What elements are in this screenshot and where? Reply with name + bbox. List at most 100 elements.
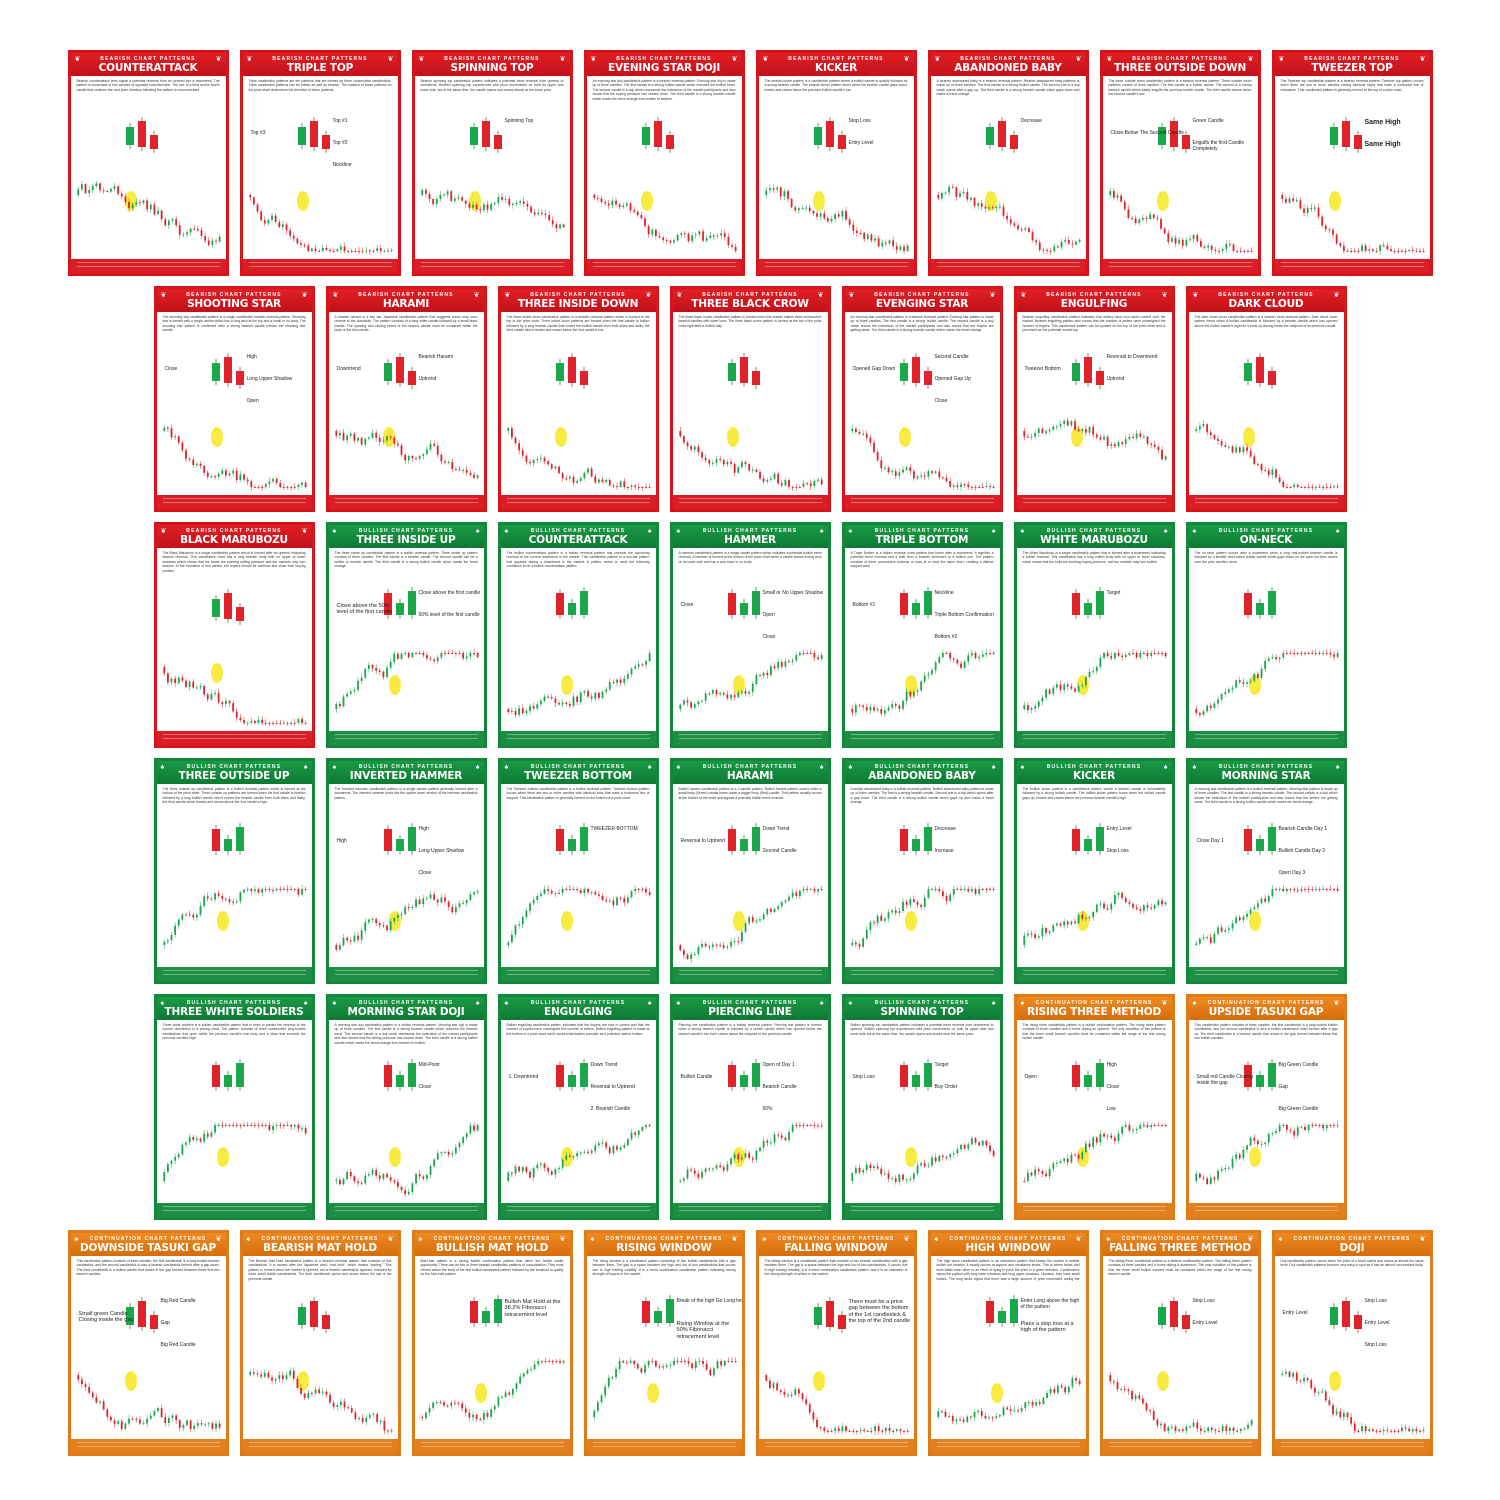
annotation-label: Gap [160, 1320, 170, 1326]
candlestick-chart [592, 117, 737, 253]
pattern-description: Bearish engulfing candlestick pattern in… [1022, 315, 1166, 333]
pattern-title: RISING WINDOW [616, 1242, 712, 1254]
pattern-illustration: Neckline Triple Bottom Confirmation Bottom… [845, 573, 1000, 731]
category-label: BULLISH CHART PATTERNS [358, 1000, 454, 1006]
category-label: BULLISH CHART PATTERNS [530, 1000, 626, 1006]
pattern-illustration [587, 101, 742, 259]
pattern-title: ON-NECK [1239, 534, 1293, 546]
annotation-label: Top #3 [250, 130, 266, 136]
pattern-illustration: High Long Upper Shadow Close Open [157, 337, 312, 495]
card-footer [156, 731, 312, 745]
card-header: ❦ BEARISH CHART PATTERNS ABANDONED BABY … [930, 53, 1086, 76]
card-header: ♠ BULLISH CHART PATTERNS SPINNING TOP ♠ [844, 997, 1000, 1020]
annotation-label: 50% level of the first candle [418, 612, 480, 618]
card-footer [328, 967, 484, 981]
pattern-title: THREE WHITE SOLDIERS [164, 1006, 304, 1018]
bull-bear-icon: ♠ [590, 1236, 595, 1243]
card-header: ♠ CONTINUATION CHART PATTERNS HIGH WINDO… [930, 1233, 1086, 1256]
pattern-description: Piercing line candlestick pattern is a b… [678, 1023, 822, 1036]
candlestick-chart [506, 353, 651, 491]
pattern-illustration: Decrease Increase [845, 809, 1000, 967]
candlestick-chart [1280, 117, 1425, 255]
card-header: ♠ CONTINUATION CHART PATTERNS FALLING WI… [758, 1233, 914, 1256]
pattern-description: The on-neck pattern occurs after a downt… [1194, 551, 1338, 564]
annotation-label: Close [418, 1084, 432, 1090]
pattern-description: A bearish abandoned baby is a bearish re… [936, 79, 1080, 97]
card-footer [156, 967, 312, 981]
bull-icon: ♠ [819, 528, 824, 535]
bull-bear-icon: ❦ [903, 1236, 910, 1243]
candlestick-chart [162, 589, 307, 727]
pattern-description: The rising three candlestick pattern is … [1022, 1023, 1166, 1041]
card-header: ❦ BEARISH CHART PATTERNS DARK CLOUD ❦ [1188, 289, 1344, 312]
pattern-title: DOWNSIDE TASUKI GAP [80, 1242, 216, 1254]
card-header: ♠ BULLISH CHART PATTERNS ABANDONED BABY … [844, 761, 1000, 784]
bull-icon: ♠ [332, 528, 337, 535]
pattern-description: A morning star doji candlestick pattern … [334, 1023, 478, 1045]
pattern-card-abandoned-baby: ❦ BEARISH CHART PATTERNS ABANDONED BABY … [927, 50, 1089, 276]
annotation-label: Mid-Point [418, 1062, 440, 1068]
card-footer [500, 1203, 656, 1217]
pattern-description: Doji candlestick pattern occurs when the… [1280, 1259, 1424, 1268]
candlestick-chart [420, 1295, 565, 1424]
annotation-label: Bullish Mat Hold at the 38.2% Fibonacci … [504, 1299, 561, 1318]
candlestick-chart [1194, 587, 1339, 718]
bull-bear-icon: ❦ [1161, 1000, 1168, 1007]
annotation-label: Stop Loss [1364, 1342, 1387, 1348]
annotation-label: Target [1106, 590, 1121, 596]
category-label: BEARISH CHART PATTERNS [788, 56, 884, 62]
bull-icon: ♠ [332, 1000, 337, 1007]
annotation-label: Stop Loss [848, 118, 871, 124]
pattern-illustration: Stop Loss Entry Level Entry Level Stop Loss [1275, 1281, 1430, 1439]
annotation-label: Tweezer Bottom [1024, 366, 1061, 372]
pattern-card-bullish-mat-hold: ♠ CONTINUATION CHART PATTERNS BULLISH MA… [411, 1230, 573, 1456]
annotation-label: Opened Gap Down [852, 366, 896, 372]
candlestick-chart [678, 1059, 823, 1184]
category-label: CONTINUATION CHART PATTERNS [605, 1236, 723, 1242]
bull-bear-icon: ❦ [1075, 1236, 1082, 1243]
candlestick-chart [1022, 353, 1167, 462]
pattern-title: COUNTERATTACK [98, 62, 198, 74]
pattern-illustration: Top #1 Top #2 Top #3 Neckline [243, 101, 398, 259]
annotation-label: Same High [1364, 119, 1401, 126]
candlestick-chart [764, 117, 909, 255]
pattern-card-engulfing: ❦ BEARISH CHART PATTERNS ENGULFING ❦ Bea… [1013, 286, 1175, 512]
bull-icon: ♠ [1192, 528, 1197, 535]
annotation-label: Close [164, 366, 178, 372]
pattern-description: The Bearish Mat Hold candlestick pattern… [248, 1259, 392, 1281]
bull-bear-icon: ❦ [731, 1236, 738, 1243]
bull-bear-icon: ❦ [559, 1236, 566, 1243]
pattern-card-abandoned-baby: ♠ BULLISH CHART PATTERNS ABANDONED BABY … [841, 758, 1003, 984]
annotation-label: Low [1106, 1106, 1116, 1112]
pattern-illustration: Green Candle Engulfs the first Candle Com… [1103, 101, 1258, 259]
category-label: BEARISH CHART PATTERNS [186, 528, 282, 534]
card-header: ♠ BULLISH CHART PATTERNS HARAMI ♠ [672, 761, 828, 784]
pattern-illustration: Down Trend Second Candle Reversal to Uptre… [673, 809, 828, 967]
annotation-label: Open [762, 612, 775, 618]
annotation-label: Close above the first candle [418, 590, 481, 596]
pattern-illustration: Bullish Mat Hold at the 38.2% Fibonacci … [415, 1281, 570, 1439]
annotation-label: High [246, 354, 257, 360]
annotation-label: Down Trend [590, 1062, 618, 1068]
candlestick-chart [334, 823, 479, 952]
pattern-title: THREE OUTSIDE UP [178, 770, 290, 782]
pattern-illustration: TWEEZER BOTTOM [501, 809, 656, 967]
pattern-description: A Triple Bottom is a bullish reversal ch… [850, 551, 994, 569]
bull-icon: ♠ [1335, 764, 1340, 771]
category-label: BEARISH CHART PATTERNS [616, 56, 712, 62]
annotation-label: Decrease [1020, 118, 1042, 124]
bull-bear-icon: ❦ [387, 1236, 394, 1243]
card-header: ♠ BULLISH CHART PATTERNS WHITE MARUBOZU … [1016, 525, 1172, 548]
card-header: ♠ CONTINUATION CHART PATTERNS UPSIDE TAS… [1188, 997, 1344, 1020]
category-label: BULLISH CHART PATTERNS [702, 528, 798, 534]
card-footer [672, 967, 828, 981]
annotation-label: Enter Long above the high of the pattern [1020, 1298, 1080, 1310]
candlestick-chart [678, 823, 823, 963]
candlestick-chart [1022, 587, 1167, 714]
pattern-card-black-marubozu: ❦ BEARISH CHART PATTERNS BLACK MARUBOZU … [153, 522, 315, 748]
pattern-card-falling-three-method: ♠ CONTINUATION CHART PATTERNS FALLING TH… [1099, 1230, 1261, 1456]
card-footer [1102, 259, 1258, 273]
pattern-description: The three black crows candlestick patter… [678, 315, 822, 328]
pattern-title: SPINNING TOP [880, 1006, 964, 1018]
card-header: ♠ BULLISH CHART PATTERNS THREE OUTSIDE U… [156, 761, 312, 784]
